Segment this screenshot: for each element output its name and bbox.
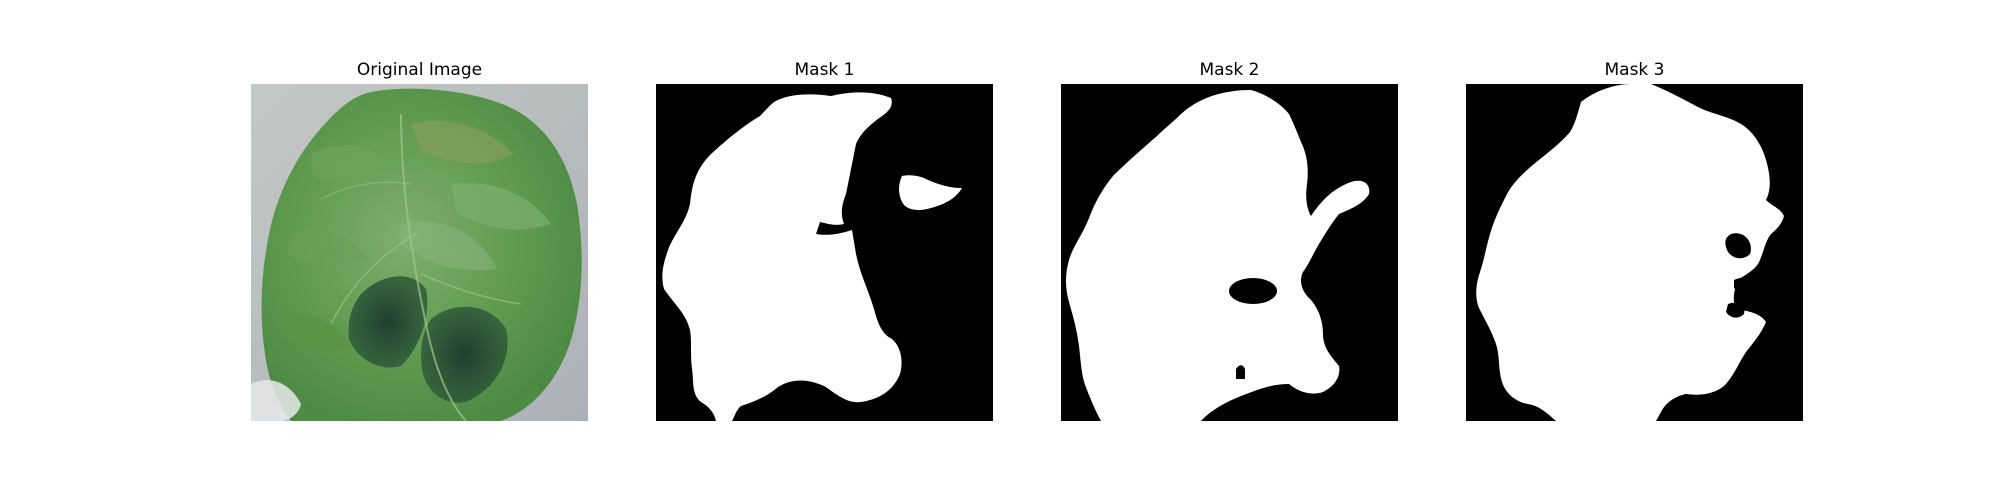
original-leaf-image: [251, 84, 588, 421]
mask-1-image: [656, 84, 993, 421]
mask-2-image: [1061, 84, 1398, 421]
panel-title: Mask 3: [1466, 58, 1803, 82]
panel-title: Mask 2: [1061, 58, 1398, 82]
panel-title: Mask 1: [656, 58, 993, 82]
panel-title: Original Image: [251, 58, 588, 82]
mask-3-image: [1466, 84, 1803, 421]
